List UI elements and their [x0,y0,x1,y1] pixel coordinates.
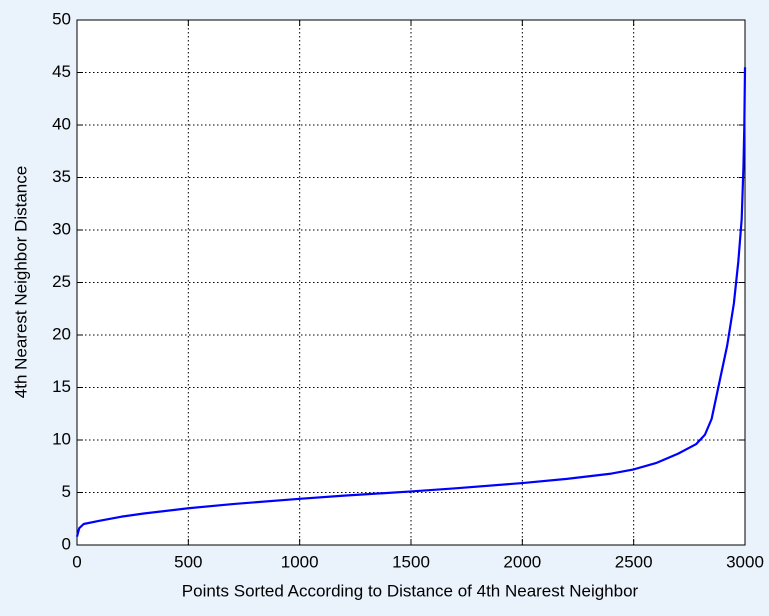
y-tick-label: 50 [52,9,71,28]
y-tick-label: 10 [52,429,71,448]
x-tick-label: 500 [174,552,202,571]
data-line [75,67,747,537]
y-tick-label: 15 [52,377,71,396]
x-tick-label: 1000 [281,552,319,571]
y-tick-label: 30 [52,219,71,238]
x-tick-label: 1500 [392,552,430,571]
y-tick-label: 20 [52,324,71,343]
y-axis-label: 4th Nearest Neighbor Distance [11,166,30,398]
x-axis-label: Points Sorted According to Distance of 4… [182,581,639,600]
y-tick-label: 35 [52,167,71,186]
y-tick-label: 40 [52,114,71,133]
y-tick-label: 25 [52,272,71,291]
x-tick-label: 2000 [503,552,541,571]
y-tick-label: 5 [62,482,71,501]
plot-frame [76,19,746,546]
y-tick-label: 45 [52,62,71,81]
x-tick-label: 3000 [726,552,764,571]
x-tick-label: 0 [72,552,81,571]
x-tick-label: 2500 [615,552,653,571]
y-tick-label: 0 [62,534,71,553]
